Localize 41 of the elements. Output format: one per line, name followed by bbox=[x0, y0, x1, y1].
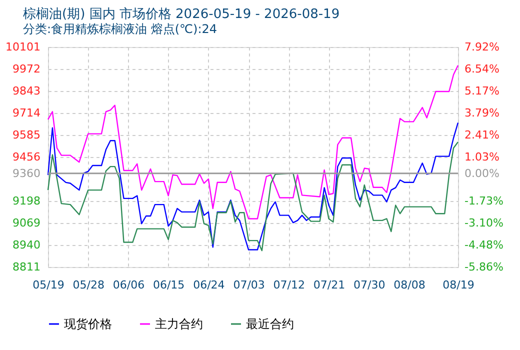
chart-title: 棕榈油(期) 国内 市场价格 2026-05-19 - 2026-08-19 bbox=[23, 7, 340, 22]
x-tick-label: 08/19 bbox=[442, 278, 474, 292]
y2-tick-label: 2.41% bbox=[464, 128, 500, 142]
x-tick-label: 07/30 bbox=[354, 278, 386, 292]
y-tick-label: 9198 bbox=[12, 194, 40, 208]
y2-tick-label: -4.48% bbox=[464, 238, 504, 252]
legend-label: 主力合约 bbox=[155, 317, 203, 331]
x-tick-label: 06/06 bbox=[112, 278, 145, 292]
y-tick-label: 9585 bbox=[12, 128, 40, 142]
y-tick-label: 9069 bbox=[12, 216, 40, 230]
x-tick-label: 06/15 bbox=[152, 278, 185, 292]
x-tick-label: 07/03 bbox=[233, 278, 265, 292]
y-tick-label: 10101 bbox=[6, 40, 40, 54]
legend-label: 现货价格 bbox=[64, 317, 112, 331]
y-tick-label: 8940 bbox=[12, 238, 40, 252]
x-tick-label: 05/19 bbox=[32, 278, 64, 292]
y-tick-label: 9360 bbox=[12, 166, 40, 180]
y2-tick-label: 0.00% bbox=[464, 166, 500, 180]
y2-tick-label: 3.79% bbox=[464, 106, 500, 120]
y2-tick-label: 6.54% bbox=[464, 62, 500, 76]
y-tick-label: 9456 bbox=[12, 150, 40, 164]
x-tick-label: 07/21 bbox=[313, 278, 346, 292]
y2-tick-label: -1.73% bbox=[464, 194, 504, 208]
chart-subtitle: 分类:食用精炼棕榈液油 熔点(℃):24 bbox=[23, 22, 218, 36]
y-tick-label: 9714 bbox=[12, 106, 40, 120]
line-series bbox=[47, 122, 459, 250]
line-series bbox=[47, 141, 459, 252]
x-tick-label: 05/28 bbox=[72, 278, 104, 292]
y-tick-label: 9843 bbox=[12, 84, 40, 98]
y2-tick-label: 1.03% bbox=[464, 150, 500, 164]
y2-tick-label: 5.17% bbox=[464, 84, 500, 98]
x-tick-label: 07/12 bbox=[273, 278, 306, 292]
line-series bbox=[47, 64, 459, 220]
y2-tick-label: 7.92% bbox=[464, 40, 500, 54]
y2-tick-label: -3.10% bbox=[464, 216, 504, 230]
legend-label: 最近合约 bbox=[246, 317, 294, 331]
y-tick-label: 8811 bbox=[12, 260, 40, 274]
x-tick-label: 06/24 bbox=[193, 278, 225, 292]
x-tick-label: 08/08 bbox=[394, 278, 426, 292]
y-tick-label: 9972 bbox=[12, 62, 40, 76]
y2-tick-label: -5.86% bbox=[464, 260, 504, 274]
